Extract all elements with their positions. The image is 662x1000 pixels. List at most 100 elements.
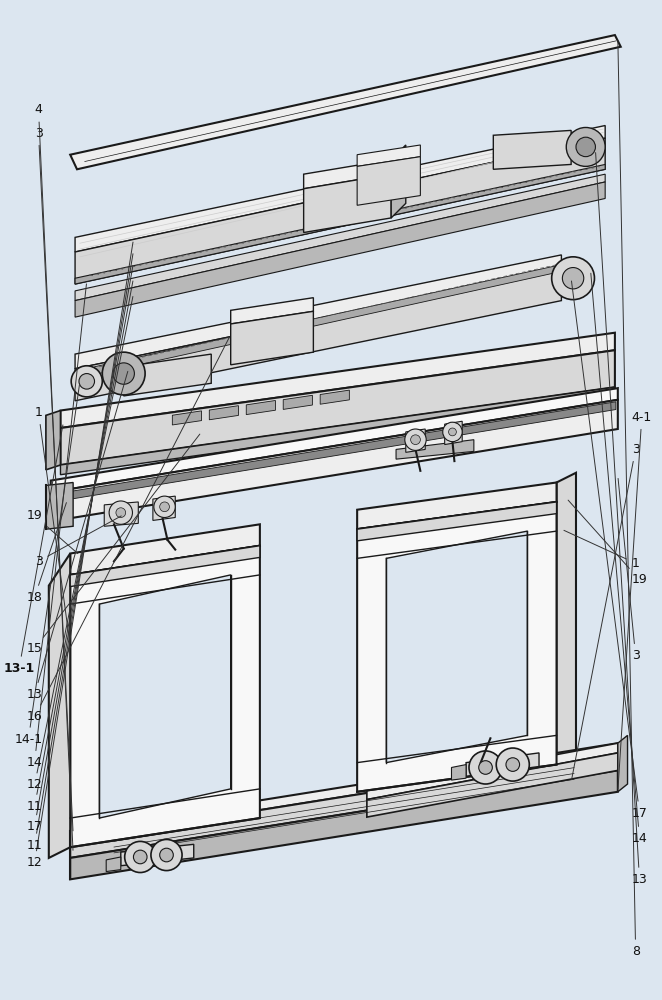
Polygon shape: [70, 546, 260, 847]
Polygon shape: [49, 553, 70, 858]
Circle shape: [79, 374, 95, 389]
Polygon shape: [60, 333, 615, 428]
Circle shape: [124, 841, 156, 873]
Text: 18: 18: [26, 503, 66, 604]
Polygon shape: [320, 390, 350, 404]
Circle shape: [551, 257, 594, 300]
Polygon shape: [124, 354, 211, 396]
Circle shape: [506, 758, 520, 771]
Polygon shape: [75, 164, 605, 284]
Polygon shape: [304, 174, 391, 233]
Polygon shape: [46, 482, 73, 529]
Text: 16: 16: [26, 337, 230, 723]
Circle shape: [151, 839, 182, 871]
Polygon shape: [357, 482, 557, 529]
Circle shape: [563, 268, 584, 289]
Polygon shape: [357, 145, 420, 166]
Circle shape: [160, 502, 169, 512]
Text: 17: 17: [571, 281, 647, 820]
Text: 17: 17: [26, 265, 133, 833]
Circle shape: [566, 127, 605, 166]
Circle shape: [71, 366, 103, 397]
Text: 13: 13: [26, 371, 128, 701]
Polygon shape: [95, 265, 561, 375]
Polygon shape: [99, 575, 230, 818]
Circle shape: [116, 508, 126, 518]
Polygon shape: [618, 735, 628, 792]
Circle shape: [479, 761, 493, 774]
Polygon shape: [406, 429, 425, 452]
Polygon shape: [70, 743, 618, 840]
Text: 12: 12: [26, 297, 133, 791]
Text: 19: 19: [26, 509, 78, 554]
Polygon shape: [451, 765, 466, 780]
Text: 1: 1: [564, 530, 639, 570]
Polygon shape: [153, 496, 175, 520]
Polygon shape: [54, 402, 616, 502]
Text: 11: 11: [26, 254, 133, 852]
Circle shape: [576, 137, 595, 157]
Text: 4-1: 4-1: [618, 411, 652, 789]
Polygon shape: [70, 753, 618, 858]
Polygon shape: [493, 130, 571, 169]
Polygon shape: [46, 411, 60, 470]
Circle shape: [154, 496, 175, 518]
Polygon shape: [75, 126, 605, 252]
Polygon shape: [75, 138, 605, 284]
Polygon shape: [70, 770, 618, 879]
Text: 14-1: 14-1: [15, 384, 79, 746]
Polygon shape: [106, 857, 120, 872]
Text: 15: 15: [26, 434, 200, 655]
Circle shape: [449, 428, 456, 436]
Circle shape: [109, 501, 132, 524]
Polygon shape: [70, 546, 260, 587]
Text: 1: 1: [34, 406, 70, 643]
Polygon shape: [246, 400, 275, 415]
Polygon shape: [60, 387, 615, 475]
Polygon shape: [120, 844, 194, 866]
Text: 13: 13: [596, 153, 647, 886]
Polygon shape: [391, 145, 406, 218]
Polygon shape: [230, 298, 313, 324]
Text: 14: 14: [26, 284, 87, 769]
Circle shape: [404, 429, 426, 450]
Polygon shape: [172, 411, 201, 425]
Circle shape: [113, 363, 134, 384]
Polygon shape: [283, 395, 312, 409]
Polygon shape: [367, 753, 618, 817]
Polygon shape: [357, 502, 557, 541]
Polygon shape: [230, 311, 313, 365]
Circle shape: [443, 422, 462, 442]
Polygon shape: [104, 502, 138, 526]
Polygon shape: [75, 182, 605, 317]
Polygon shape: [51, 400, 618, 521]
Text: 19: 19: [568, 500, 647, 586]
Text: 3: 3: [572, 443, 639, 779]
Polygon shape: [445, 421, 462, 445]
Polygon shape: [466, 753, 539, 776]
Polygon shape: [357, 157, 420, 205]
Text: 13-1: 13-1: [3, 425, 63, 675]
Polygon shape: [209, 406, 238, 420]
Polygon shape: [304, 160, 391, 189]
Circle shape: [160, 848, 173, 862]
Polygon shape: [367, 743, 618, 800]
Text: 3: 3: [34, 516, 121, 568]
Text: 3: 3: [618, 478, 639, 662]
Text: 11: 11: [26, 281, 133, 813]
Polygon shape: [396, 440, 474, 459]
Polygon shape: [357, 502, 557, 792]
Text: 4: 4: [34, 103, 73, 850]
Circle shape: [410, 435, 420, 445]
Text: 14: 14: [591, 273, 647, 845]
Circle shape: [134, 850, 147, 864]
Polygon shape: [75, 255, 561, 369]
Polygon shape: [51, 388, 618, 492]
Polygon shape: [60, 350, 615, 465]
Circle shape: [496, 748, 530, 781]
Circle shape: [469, 751, 502, 784]
Text: 12: 12: [26, 242, 133, 869]
Polygon shape: [387, 531, 528, 763]
Polygon shape: [70, 524, 260, 575]
Circle shape: [103, 352, 145, 395]
